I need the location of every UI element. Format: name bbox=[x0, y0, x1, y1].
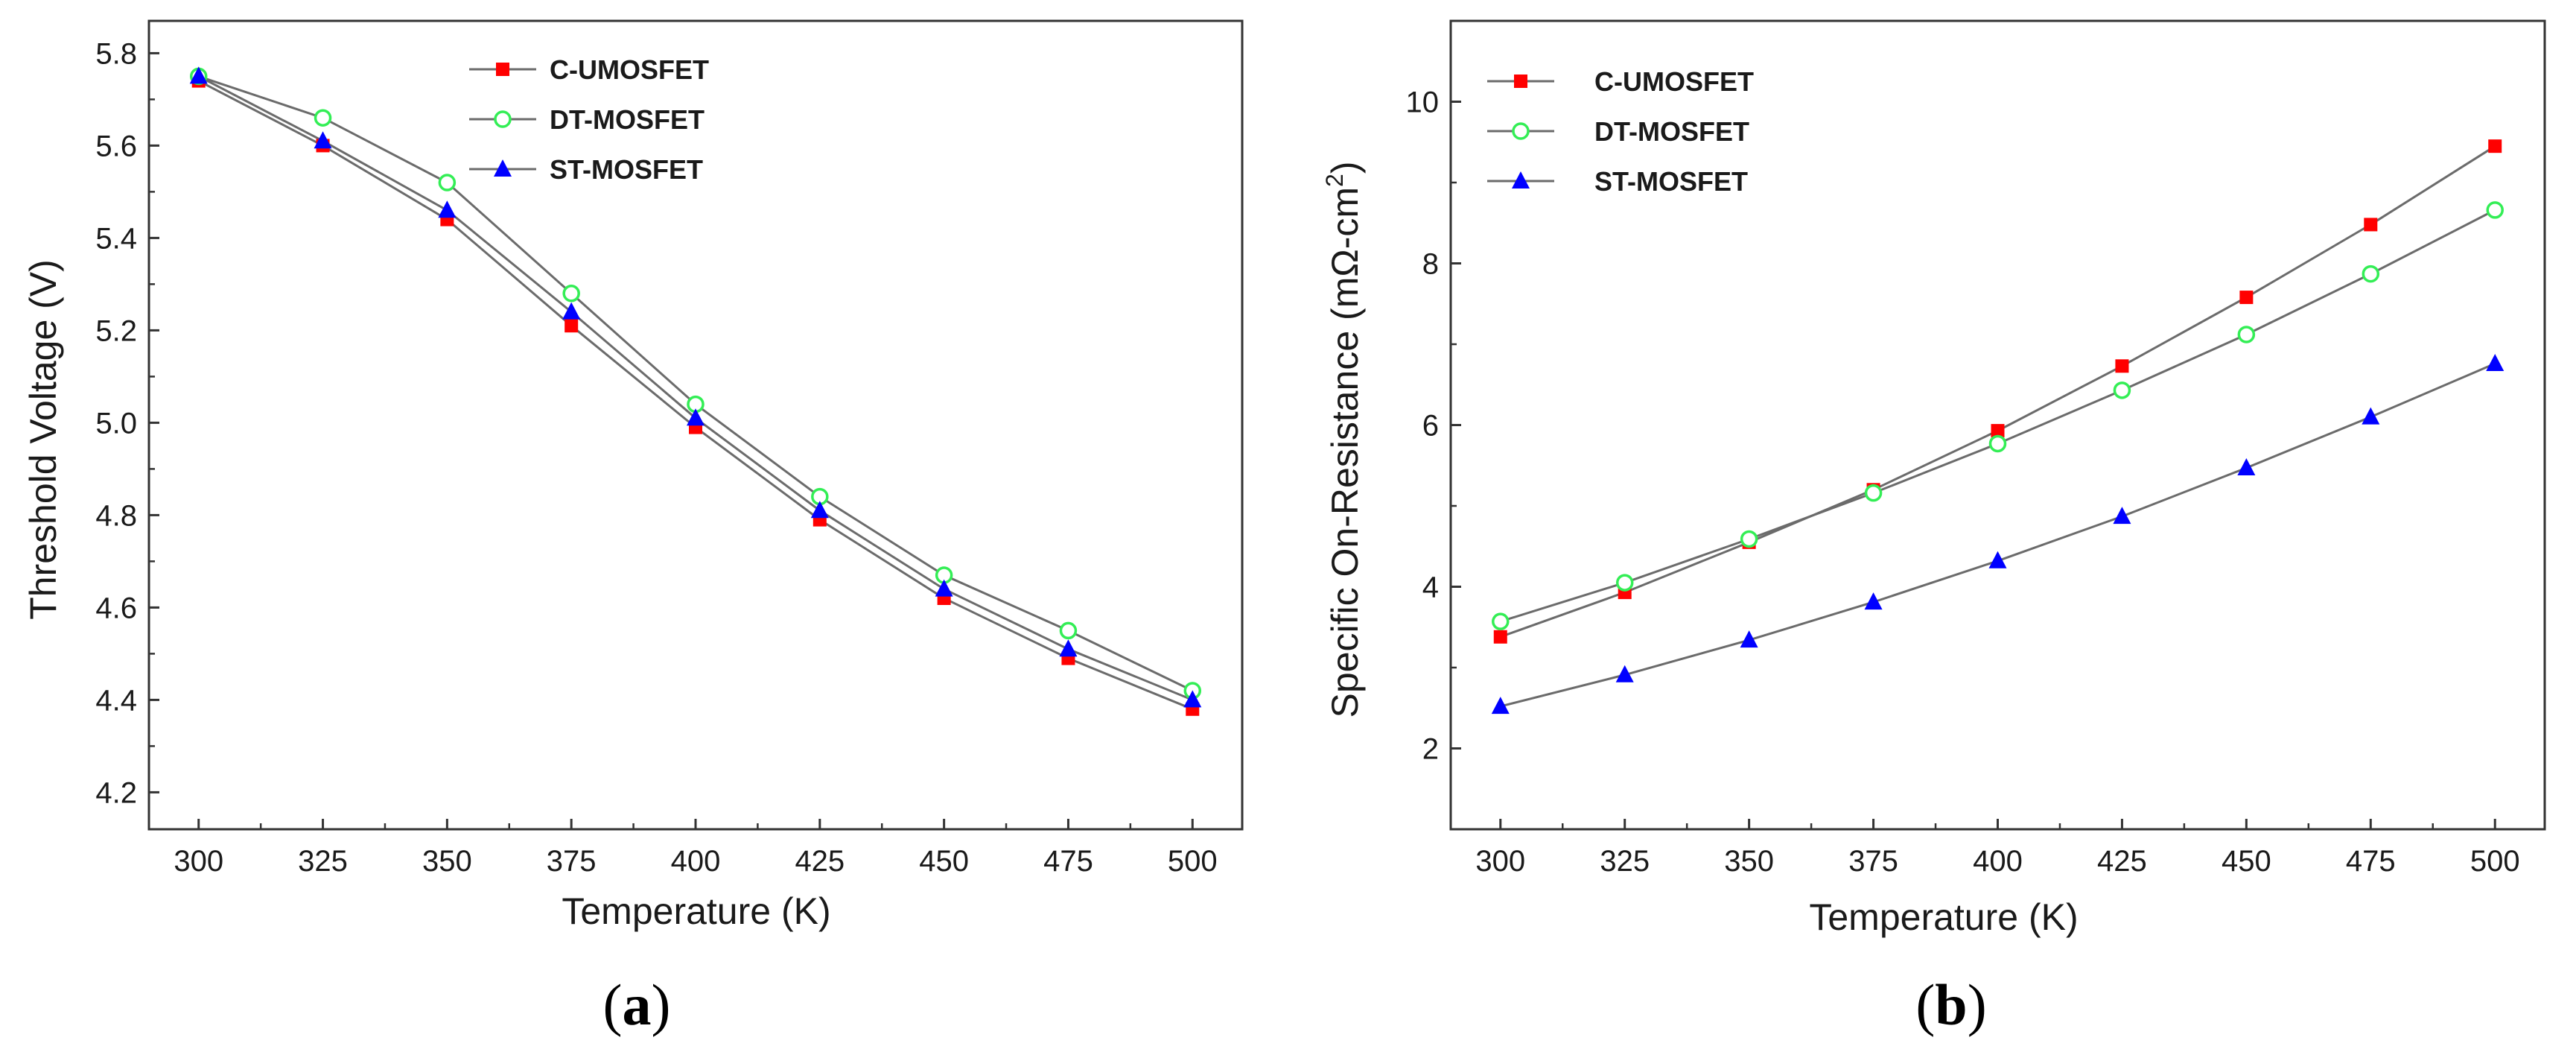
panel-b-point-st-mosfet bbox=[1988, 551, 2007, 568]
panel-b-x-tick-label: 375 bbox=[1848, 845, 1898, 878]
panel-b-x-tick-label: 450 bbox=[2222, 845, 2271, 878]
panel-b-y-axis-label-main: Specific On-Resistance (mΩ-cm bbox=[1324, 187, 1366, 718]
panel-a-legend-marker-c-umosfet bbox=[496, 63, 509, 76]
panel-a-point-st-mosfet bbox=[810, 501, 829, 519]
panel-b-point-dt-mosfet bbox=[1615, 574, 1634, 592]
panel-a-y-tick-label: 5.4 bbox=[95, 222, 137, 255]
panel-a-caption-letter: a bbox=[623, 972, 652, 1037]
panel-a-x-tick-label: 325 bbox=[298, 845, 348, 878]
panel-b-point-c-umosfet bbox=[2115, 359, 2129, 373]
panel-b-point-c-umosfet bbox=[2239, 291, 2254, 305]
panel-b-point-dt-mosfet bbox=[2486, 201, 2504, 219]
panel-b-point-st-mosfet bbox=[2486, 354, 2505, 372]
panel-b-point-st-mosfet bbox=[1491, 697, 1510, 715]
panel-a-x-tick-label: 500 bbox=[1168, 845, 1218, 878]
panel-a-point-st-mosfet bbox=[1183, 690, 1202, 708]
panel-a-point-c-umosfet bbox=[565, 319, 579, 333]
panel-b-x-tick-label: 475 bbox=[2346, 845, 2396, 878]
panel-b-point-dt-mosfet bbox=[2113, 381, 2131, 399]
panel-a-y-tick-label: 5.0 bbox=[95, 407, 137, 440]
panel-b-y-tick-label: 4 bbox=[1422, 571, 1439, 604]
panel-b: 300 325 350 375 400 425 450 475 500 2 4 6 8 10 C-UMOSF… bbox=[1321, 19, 2546, 1037]
panel-a-x-tick-label: 350 bbox=[422, 845, 472, 878]
panel-a-caption: (a) bbox=[603, 972, 671, 1037]
panel-a-legend-label-st-mosfet: ST-MOSFET bbox=[550, 154, 703, 185]
panel-a-x-tick-label: 300 bbox=[174, 845, 223, 878]
panel-b-point-dt-mosfet bbox=[1740, 530, 1758, 548]
panel-b-point-dt-mosfet bbox=[1988, 434, 2007, 453]
panel-b-y-tick-label: 6 bbox=[1422, 410, 1439, 443]
panel-b-legend-marker-st-mosfet bbox=[1512, 171, 1530, 188]
panel-b-legend-label-dt-mosfet: DT-MOSFET bbox=[1594, 116, 1749, 147]
panel-a-legend-marker-st-mosfet bbox=[494, 159, 512, 177]
panel-b-y-tick-label: 8 bbox=[1422, 248, 1439, 281]
panel-b-point-dt-mosfet bbox=[2237, 326, 2256, 343]
panel-b-caption-letter: b bbox=[1935, 972, 1967, 1037]
panel-a-point-dt-mosfet bbox=[1059, 621, 1078, 640]
panel-b-point-st-mosfet bbox=[2237, 458, 2256, 476]
panel-b-x-tick-label: 400 bbox=[1973, 845, 2023, 878]
panel-b-legend-label-c-umosfet: C-UMOSFET bbox=[1594, 66, 1754, 97]
panel-b-legend-label-st-mosfet: ST-MOSFET bbox=[1594, 166, 1748, 197]
panel-b-legend-marker-dt-mosfet bbox=[1512, 122, 1530, 140]
panel-a-y-tick-label: 4.4 bbox=[95, 684, 137, 717]
panel-b-point-st-mosfet bbox=[1740, 630, 1758, 648]
panel-a-legend-marker-dt-mosfet bbox=[494, 110, 512, 128]
panel-b-point-c-umosfet bbox=[1991, 424, 2005, 438]
panel-a-point-st-mosfet bbox=[562, 302, 581, 320]
panel-a-point-st-mosfet bbox=[438, 200, 457, 218]
panel-a-x-tick-label: 475 bbox=[1043, 845, 1093, 878]
panel-b-point-st-mosfet bbox=[1864, 592, 1883, 610]
panel-b-point-st-mosfet bbox=[2113, 507, 2131, 525]
panel-a-x-tick-label: 400 bbox=[671, 845, 721, 878]
panel-a-plot: 300 325 350 375 400 425 450 475 500 4.2 4.4 4.6 4.8 5… bbox=[95, 19, 1244, 878]
panel-b-x-tick-label: 300 bbox=[1475, 845, 1525, 878]
panel-a-legend-label-dt-mosfet: DT-MOSFET bbox=[550, 104, 705, 135]
panel-a-x-axis-label: Temperature (K) bbox=[562, 890, 830, 932]
panel-a-y-tick-label: 5.8 bbox=[95, 37, 137, 70]
panel-a-x-tick-label: 450 bbox=[919, 845, 969, 878]
panel-a-point-st-mosfet bbox=[935, 579, 953, 597]
panel-a-y-tick-label: 4.8 bbox=[95, 499, 137, 532]
panel-b-legend-marker-c-umosfet bbox=[1514, 75, 1527, 88]
panel-b-x-tick-label: 500 bbox=[2470, 845, 2520, 878]
panel-a: 300 325 350 375 400 425 450 475 500 4.2 4.4 4.6 4.8 5… bbox=[22, 19, 1244, 1037]
panel-a-y-axis-label: Threshold Voltage (V) bbox=[22, 259, 64, 620]
panel-b-x-tick-label: 425 bbox=[2097, 845, 2147, 878]
panel-b-y-axis-label-end: ) bbox=[1324, 162, 1366, 174]
panel-a-point-st-mosfet bbox=[314, 131, 332, 149]
panel-a-point-st-mosfet bbox=[189, 66, 208, 84]
panel-b-point-dt-mosfet bbox=[1864, 484, 1883, 502]
panel-a-y-tick-label: 4.2 bbox=[95, 776, 137, 809]
panel-a-x-tick-label: 375 bbox=[547, 845, 597, 878]
panel-b-x-tick-label: 350 bbox=[1724, 845, 1774, 878]
panel-b-x-tick-label: 325 bbox=[1600, 845, 1650, 878]
panel-a-y-tick-label: 4.6 bbox=[95, 592, 137, 624]
panel-b-y-axis-label: Specific On-Resistance (mΩ-cm2) bbox=[1321, 162, 1366, 718]
panel-b-caption: (b) bbox=[1915, 972, 1986, 1037]
panel-b-x-axis-label: Temperature (K) bbox=[1809, 896, 2078, 938]
panel-b-plot: 300 325 350 375 400 425 450 475 500 2 4 6 8 10 C-UMOSF… bbox=[1406, 19, 2546, 878]
panel-b-point-dt-mosfet bbox=[2362, 264, 2380, 283]
panel-b-y-tick-label: 2 bbox=[1422, 733, 1439, 766]
panel-a-y-tick-label: 5.6 bbox=[95, 130, 137, 162]
panel-b-point-st-mosfet bbox=[1615, 665, 1634, 682]
panel-b-point-c-umosfet bbox=[2488, 139, 2502, 153]
panel-b-point-c-umosfet bbox=[1493, 630, 1507, 644]
panel-a-point-dt-mosfet bbox=[314, 109, 332, 127]
panel-a-point-st-mosfet bbox=[687, 408, 705, 426]
panel-a-y-tick-label: 5.2 bbox=[95, 314, 137, 347]
panel-b-y-axis-label-superscript: 2 bbox=[1321, 174, 1348, 187]
panel-a-x-tick-label: 425 bbox=[795, 845, 845, 878]
panel-b-point-st-mosfet bbox=[2362, 407, 2380, 425]
panel-b-y-tick-label: 10 bbox=[1406, 86, 1440, 119]
panel-a-point-dt-mosfet bbox=[438, 174, 457, 191]
panel-b-point-dt-mosfet bbox=[1492, 612, 1510, 630]
panel-a-point-st-mosfet bbox=[1059, 639, 1078, 657]
panel-a-legend-label-c-umosfet: C-UMOSFET bbox=[550, 54, 709, 85]
panel-b-point-c-umosfet bbox=[2364, 218, 2378, 232]
panel-a-point-dt-mosfet bbox=[562, 285, 580, 302]
